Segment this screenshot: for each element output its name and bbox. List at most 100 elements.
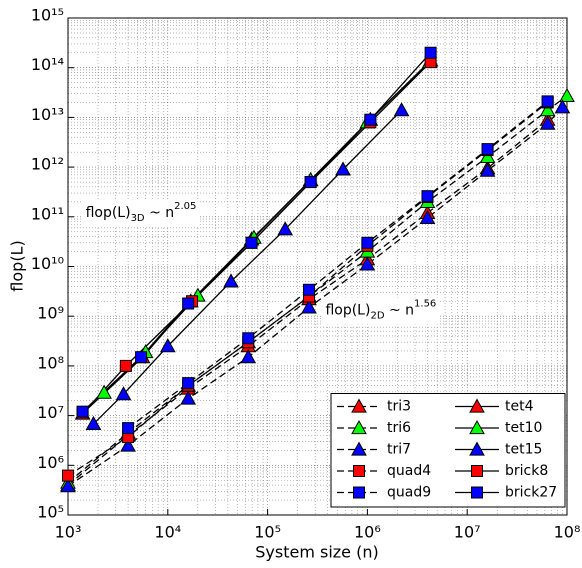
annotation-main: flop(L): [86, 205, 131, 221]
annotation-background: [322, 297, 440, 325]
marker: [240, 349, 257, 364]
plot-area: [60, 46, 575, 493]
marker: [277, 221, 294, 236]
legend-label: tri3: [387, 399, 411, 415]
marker: [135, 351, 148, 364]
annotation: flop(L)2D ~ n1.56: [322, 297, 440, 325]
y-tick-label: 10⁶: [37, 453, 64, 472]
y-tick-label: 10¹⁵: [31, 6, 64, 25]
marker: [539, 115, 556, 130]
marker: [122, 422, 135, 435]
annotation-text: flop(L)3D ~ n2.05: [86, 201, 197, 224]
legend-marker: [353, 486, 365, 499]
marker: [182, 377, 195, 390]
axis-labels: System size (n) flop(L): [8, 240, 379, 561]
series-line: [67, 95, 568, 484]
series-line: [67, 106, 563, 487]
legend-label: quad4: [387, 463, 431, 479]
y-tick-label: 10⁸: [37, 353, 64, 372]
marker: [60, 478, 76, 493]
legend-label: tri6: [387, 420, 411, 436]
x-axis-label: System size (n): [255, 543, 378, 562]
x-tick-label: 10⁴: [154, 523, 181, 542]
x-tick-label: 10⁵: [254, 523, 281, 542]
x-tick-label: 10⁸: [554, 523, 581, 542]
series-line: [127, 100, 549, 429]
legend-box: [330, 393, 566, 508]
plot-frame: [67, 17, 568, 516]
annotation-superscript: 2.05: [174, 201, 196, 212]
legend-marker: [469, 398, 485, 413]
annotation-subscript: 2D: [370, 311, 384, 322]
marker: [62, 469, 74, 482]
marker: [335, 161, 351, 176]
legend-marker: [353, 465, 365, 477]
annotation-text: flop(L)2D ~ n1.56: [325, 299, 436, 322]
y-tick-label: 10¹²: [31, 155, 64, 174]
marker: [182, 297, 195, 310]
marker: [364, 113, 377, 126]
marker: [223, 273, 239, 288]
marker: [119, 359, 132, 372]
legend-label: tet4: [505, 399, 534, 415]
marker: [159, 338, 176, 353]
marker: [180, 390, 197, 405]
legend: tri3 tri6 tri7 quad4 quad9 tet4 tet10 tet15 bric…: [330, 393, 566, 508]
y-tick-label: 10¹⁴: [31, 55, 64, 74]
legend-marker: [351, 441, 367, 456]
legend-marker: [469, 419, 485, 435]
marker: [554, 99, 571, 114]
marker: [419, 209, 436, 225]
annotation-rest: ~ n: [385, 303, 415, 319]
marker: [245, 236, 258, 249]
y-tick-label: 10⁵: [37, 503, 64, 522]
marker: [85, 415, 102, 431]
marker: [359, 256, 376, 271]
marker: [479, 162, 496, 177]
marker: [301, 299, 317, 314]
marker: [242, 332, 255, 345]
annotation-background: [82, 199, 200, 227]
marker: [76, 405, 89, 418]
x-tick-label: 10³: [55, 523, 82, 542]
marker: [481, 143, 494, 156]
marker: [541, 95, 554, 108]
marker: [361, 236, 374, 249]
marker: [421, 190, 434, 203]
annotation-main: flop(L): [325, 303, 370, 319]
y-tick-label: 10¹⁰: [31, 254, 64, 273]
marker: [120, 437, 136, 452]
legend-marker: [471, 486, 483, 499]
annotation-superscript: 1.56: [414, 299, 436, 310]
legend-marker: [469, 441, 485, 456]
legend-label: quad9: [387, 485, 431, 501]
legend-marker: [351, 419, 367, 435]
y-axis-label: flop(L): [8, 240, 27, 291]
marker: [424, 46, 437, 59]
marker: [96, 384, 112, 399]
marker: [393, 102, 410, 117]
y-tick-label: 10⁹: [37, 304, 64, 323]
x-tick-label: 10⁶: [354, 523, 381, 542]
annotation-subscript: 3D: [131, 213, 145, 224]
marker: [559, 87, 575, 103]
annotation-rest: ~ n: [145, 205, 175, 221]
legend-label: tet15: [505, 442, 542, 458]
legend-label: brick27: [505, 485, 557, 501]
annotation: flop(L)3D ~ n2.05: [82, 199, 200, 227]
legend-label: tri7: [387, 442, 411, 458]
y-tick-label: 10¹³: [31, 105, 64, 124]
y-tick-label: 10¹¹: [31, 204, 64, 223]
legend-marker: [351, 398, 367, 413]
marker: [115, 386, 132, 401]
legend-marker: [471, 465, 483, 477]
legend-label: brick8: [505, 463, 548, 479]
x-tick-label: 10⁷: [454, 523, 481, 542]
marker: [303, 283, 316, 296]
series-line: [67, 119, 549, 486]
marker: [304, 176, 317, 189]
y-tick-label: 10⁷: [37, 403, 64, 422]
marker: [479, 148, 496, 164]
legend-label: tet10: [505, 420, 542, 436]
